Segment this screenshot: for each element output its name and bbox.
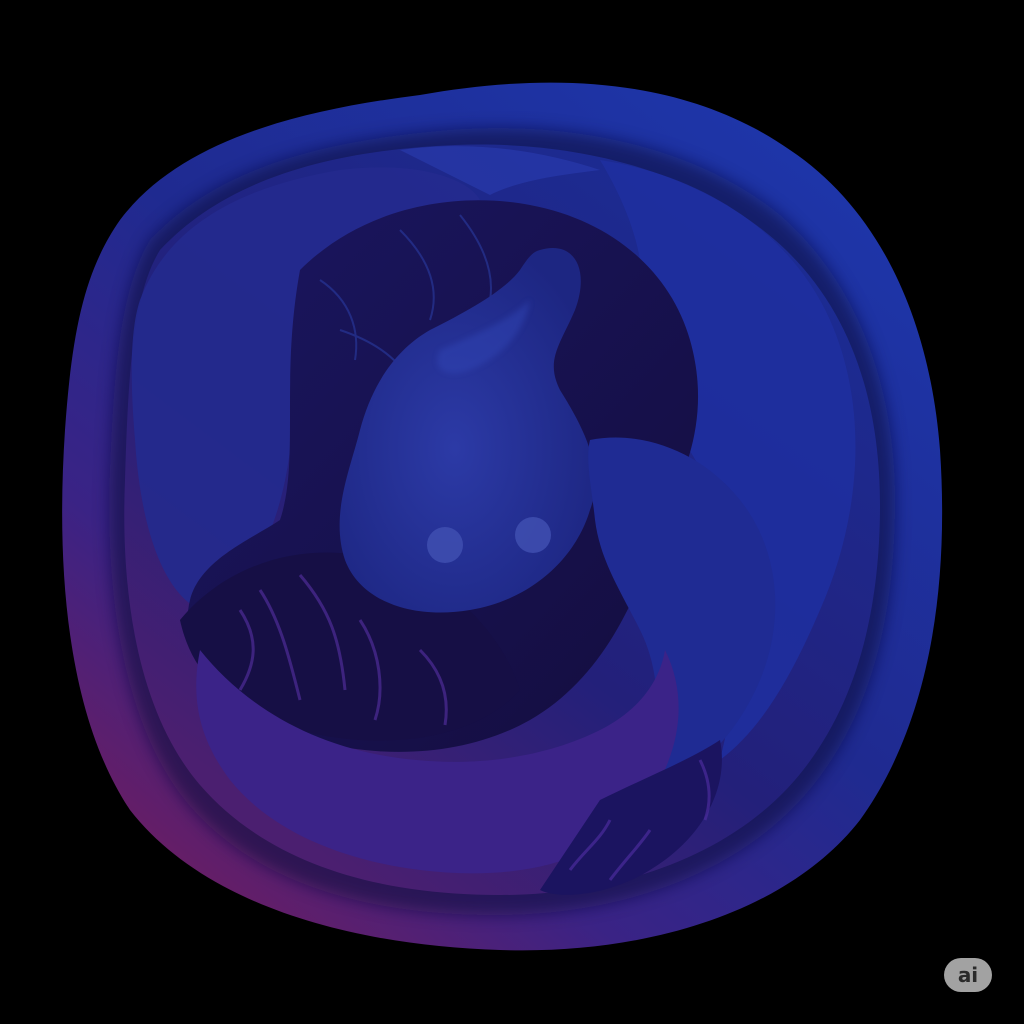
left-eye: [427, 527, 463, 563]
ai-badge: ai: [944, 958, 992, 992]
right-eye: [515, 517, 551, 553]
left-fold: [131, 167, 480, 610]
right-lobe: [588, 437, 776, 800]
tail-curl: [196, 650, 679, 874]
